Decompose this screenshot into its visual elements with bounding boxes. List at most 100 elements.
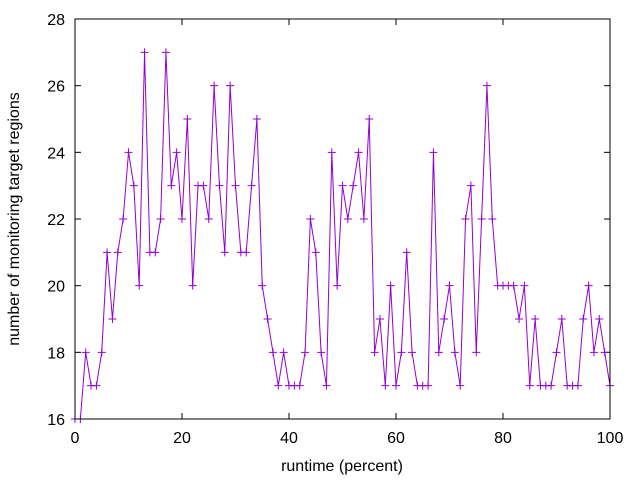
data-point xyxy=(151,248,160,257)
data-point xyxy=(322,381,331,390)
data-point xyxy=(311,248,320,257)
series-layer xyxy=(71,48,614,423)
x-tick-labels: 0 20 40 60 80 100 xyxy=(71,430,624,447)
x-tick-label: 20 xyxy=(173,430,191,447)
data-point xyxy=(231,181,240,190)
data-point xyxy=(477,215,486,223)
data-point xyxy=(301,348,310,357)
plot-border xyxy=(74,18,611,420)
data-point xyxy=(552,348,561,357)
data-point xyxy=(488,215,497,223)
data-point xyxy=(600,348,609,357)
data-point xyxy=(252,115,261,123)
data-point xyxy=(349,181,358,190)
x-axis-label: runtime (percent) xyxy=(281,458,403,475)
data-point xyxy=(135,281,144,290)
data-point xyxy=(584,281,593,290)
y-tick-label: 28 xyxy=(47,12,65,29)
data-point xyxy=(509,281,518,290)
y-tick-label: 22 xyxy=(47,212,65,229)
data-point xyxy=(274,381,283,390)
data-point xyxy=(531,315,540,323)
data-point xyxy=(247,181,256,190)
data-point xyxy=(466,181,475,190)
data-point xyxy=(408,348,417,357)
y-tick-label: 26 xyxy=(47,79,65,96)
data-point xyxy=(279,348,288,357)
data-point xyxy=(210,81,219,90)
data-point xyxy=(242,248,251,257)
axis-ticks xyxy=(74,18,611,420)
data-point xyxy=(156,215,165,223)
y-tick-label: 20 xyxy=(47,279,65,296)
x-tick-label: 40 xyxy=(280,430,298,447)
data-point xyxy=(397,348,406,357)
data-point xyxy=(573,381,582,390)
data-point xyxy=(188,281,197,290)
data-point xyxy=(370,348,379,357)
data-point xyxy=(226,81,235,90)
x-tick-label: 100 xyxy=(597,430,624,447)
data-point xyxy=(129,181,138,190)
data-point xyxy=(547,381,556,390)
x-tick-label: 0 xyxy=(71,430,80,447)
data-point xyxy=(579,315,588,323)
data-point xyxy=(375,315,384,323)
data-point xyxy=(317,348,326,357)
series-line xyxy=(75,52,611,420)
data-point xyxy=(172,148,181,157)
data-point xyxy=(119,215,128,223)
data-point xyxy=(258,281,267,290)
data-point xyxy=(124,148,133,157)
data-point xyxy=(386,281,395,290)
data-point xyxy=(482,81,491,90)
data-point xyxy=(525,381,534,390)
data-point xyxy=(263,315,272,323)
data-point xyxy=(178,215,186,223)
data-point xyxy=(327,148,336,157)
data-point xyxy=(92,381,101,390)
data-point xyxy=(429,148,438,157)
data-point xyxy=(333,281,342,290)
data-point xyxy=(215,181,224,190)
data-point xyxy=(461,215,470,223)
data-point xyxy=(338,181,347,190)
data-point xyxy=(472,348,481,357)
data-point xyxy=(354,148,363,157)
y-axis-label: number of monitoring target regions xyxy=(6,92,23,345)
data-point xyxy=(434,348,443,357)
x-tick-label: 60 xyxy=(387,430,405,447)
y-tick-labels: 16 18 20 22 24 26 28 xyxy=(47,12,65,429)
data-point xyxy=(392,381,400,390)
data-point xyxy=(161,48,170,57)
data-point xyxy=(97,348,106,357)
data-point xyxy=(204,215,213,223)
data-point xyxy=(108,315,117,323)
data-point xyxy=(103,248,112,257)
data-point xyxy=(268,348,277,357)
data-point xyxy=(365,115,374,123)
x-tick-label: 80 xyxy=(494,430,512,447)
data-point xyxy=(381,381,390,390)
data-point xyxy=(359,215,368,223)
data-point xyxy=(81,348,90,357)
data-point xyxy=(450,348,459,357)
data-point xyxy=(515,315,524,323)
y-tick-label: 18 xyxy=(47,345,65,362)
data-point xyxy=(456,381,465,390)
data-point xyxy=(343,215,352,223)
y-tick-label: 16 xyxy=(47,412,65,429)
data-point xyxy=(140,48,149,57)
data-point xyxy=(220,248,229,257)
data-point xyxy=(557,315,566,323)
data-point xyxy=(306,215,315,223)
data-point xyxy=(183,115,192,123)
data-point xyxy=(402,248,411,257)
data-point xyxy=(520,281,529,290)
data-point xyxy=(295,381,304,390)
data-point xyxy=(167,181,176,190)
data-point xyxy=(440,315,449,323)
data-point xyxy=(199,181,208,190)
data-point xyxy=(445,281,454,290)
